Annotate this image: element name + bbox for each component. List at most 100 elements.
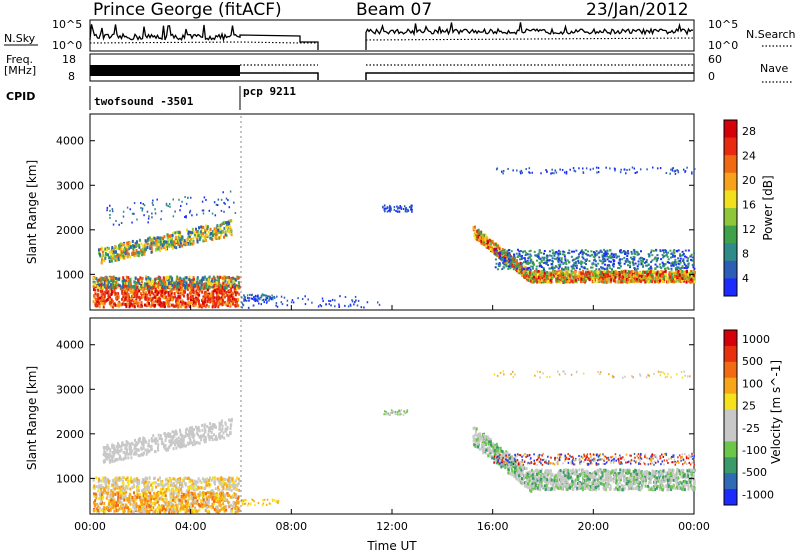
data-point <box>192 241 195 245</box>
data-point <box>632 264 635 267</box>
data-point <box>102 292 105 296</box>
data-point <box>163 245 166 249</box>
data-point <box>160 301 163 305</box>
data-point <box>526 262 529 265</box>
data-point <box>677 262 680 265</box>
data-point <box>517 270 520 274</box>
data-point <box>600 260 603 263</box>
data-point <box>191 242 194 246</box>
data-point <box>96 294 99 298</box>
data-point <box>501 257 504 260</box>
data-point <box>205 224 208 228</box>
data-point <box>136 218 138 221</box>
data-point <box>257 294 259 297</box>
data-point <box>119 248 122 252</box>
data-point <box>540 279 543 283</box>
data-point <box>530 265 533 268</box>
data-point <box>162 237 165 241</box>
data-point <box>219 300 222 304</box>
data-point <box>637 273 640 277</box>
data-point <box>126 498 129 502</box>
data-point <box>132 249 135 253</box>
data-point <box>519 172 522 175</box>
data-point <box>578 261 581 264</box>
data-point <box>186 302 189 306</box>
data-point <box>157 245 160 249</box>
data-point <box>389 205 392 208</box>
data-point <box>206 288 209 292</box>
data-point <box>603 254 606 257</box>
data-point <box>158 508 161 512</box>
data-point <box>126 241 129 245</box>
data-point <box>223 295 226 299</box>
data-point <box>129 288 132 292</box>
data-point <box>498 262 501 265</box>
data-point <box>629 274 632 278</box>
data-point <box>677 260 680 263</box>
data-point <box>238 292 241 296</box>
data-point <box>548 259 551 262</box>
data-point <box>662 275 665 279</box>
data-point <box>550 254 553 257</box>
data-point <box>133 288 136 292</box>
data-point <box>597 278 600 282</box>
data-point <box>134 494 137 498</box>
data-point <box>664 276 667 280</box>
data-point <box>203 291 206 295</box>
data-point <box>229 302 232 306</box>
data-point <box>645 277 648 281</box>
data-point <box>146 210 149 213</box>
data-point <box>562 250 565 253</box>
data-point <box>153 236 156 240</box>
data-point <box>578 268 581 271</box>
data-point <box>630 269 633 273</box>
data-point <box>214 214 217 217</box>
data-point <box>199 230 202 234</box>
data-point <box>572 264 575 267</box>
data-point <box>173 281 176 285</box>
data-point <box>234 293 237 297</box>
data-point <box>510 255 513 258</box>
data-point <box>213 201 216 204</box>
data-point <box>236 291 239 295</box>
data-point <box>573 280 576 284</box>
data-point <box>138 238 141 242</box>
data-point <box>640 263 643 266</box>
data-point <box>145 297 148 301</box>
data-point <box>542 266 545 269</box>
data-point <box>120 222 123 225</box>
data-point <box>203 297 206 301</box>
data-point <box>639 250 642 253</box>
data-point <box>128 284 131 288</box>
data-point <box>206 295 209 299</box>
data-point <box>98 497 101 501</box>
data-point <box>163 302 166 306</box>
data-point <box>226 492 229 496</box>
data-point <box>133 202 136 205</box>
data-point <box>581 253 584 256</box>
data-point <box>121 493 124 497</box>
data-point <box>122 254 125 258</box>
data-point <box>497 244 500 248</box>
data-point <box>172 242 175 246</box>
data-point <box>178 290 181 294</box>
data-point <box>520 270 523 274</box>
data-point <box>492 242 495 246</box>
data-point <box>236 276 239 280</box>
data-point <box>667 276 670 280</box>
data-point <box>399 206 402 209</box>
data-point <box>176 300 179 304</box>
data-point <box>137 243 140 247</box>
data-point <box>165 204 168 207</box>
data-point <box>527 278 530 282</box>
data-point <box>589 275 592 279</box>
data-point <box>556 272 559 276</box>
data-point <box>543 256 546 259</box>
data-point <box>105 281 108 285</box>
data-point <box>216 231 219 235</box>
data-point <box>172 215 175 218</box>
data-point <box>529 268 532 271</box>
data-point <box>163 280 166 284</box>
nsearch-dotted-line <box>89 37 695 44</box>
